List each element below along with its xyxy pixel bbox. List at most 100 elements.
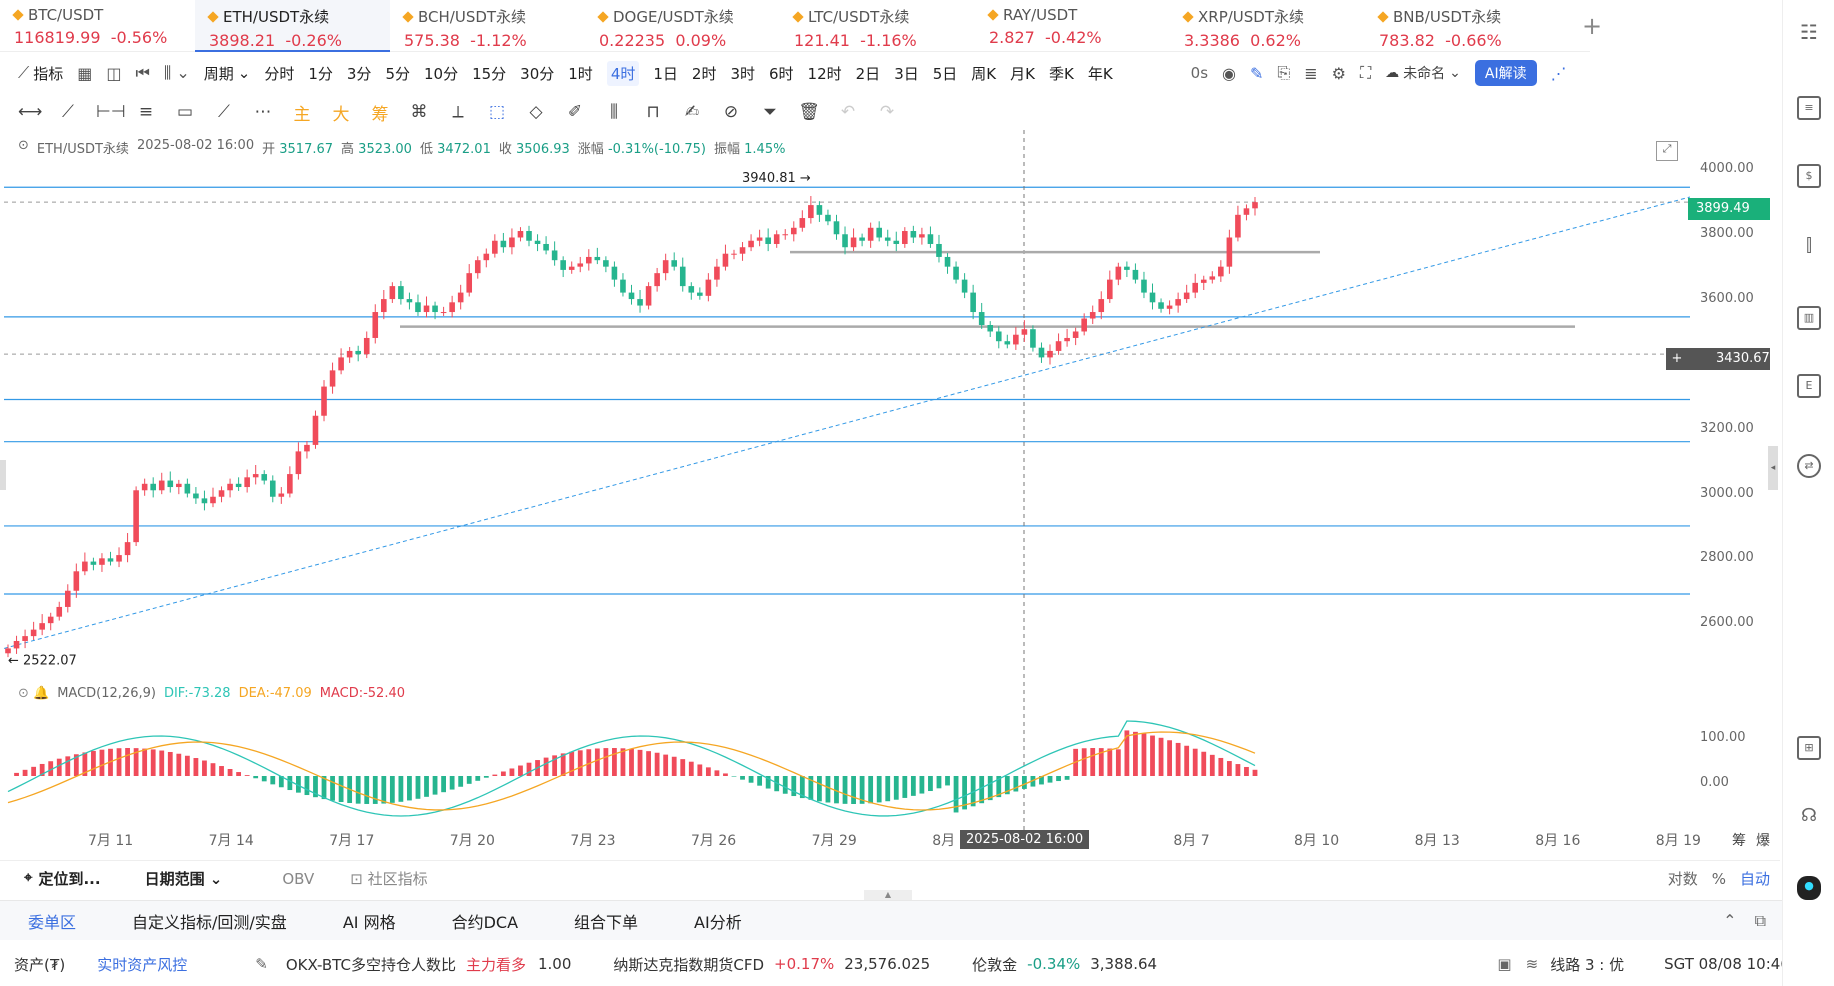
chip-axis-label[interactable]: 筹 <box>1732 833 1746 849</box>
chart-type-icon[interactable]: ⫼ ⌄ <box>163 63 190 82</box>
assets-label[interactable]: 资产(₮) <box>14 955 66 974</box>
camera-icon[interactable]: ◉ <box>1222 63 1236 83</box>
popout-icon[interactable]: ⧉ <box>1754 910 1766 930</box>
tab-combo-order[interactable]: 组合下单 <box>574 912 639 932</box>
interval-3分[interactable]: 3分 <box>346 64 372 83</box>
notes-icon[interactable]: ≡ <box>1797 96 1821 120</box>
ticker-tab[interactable]: ETH/USDT永续 3898.21 -0.26% <box>195 0 390 52</box>
tab-orders[interactable]: 委单区 <box>28 912 77 932</box>
ticker-tab[interactable]: DOGE/USDT永续 0.22235 0.09% <box>585 0 780 52</box>
ruler-icon[interactable]: ⟂ <box>452 102 464 122</box>
interval-年K[interactable]: 年K <box>1087 64 1113 83</box>
interval-2日[interactable]: 2日 <box>855 64 881 83</box>
goto-button[interactable]: ⌖ 定位到... <box>24 868 101 889</box>
indicators-button[interactable]: ⟋ 指标 <box>18 63 63 84</box>
channel-icon[interactable]: ≡ <box>138 102 154 122</box>
log-scale-toggle[interactable]: 对数 <box>1667 870 1698 888</box>
interval-12时[interactable]: 12时 <box>807 64 842 83</box>
robot-icon[interactable]: ● <box>1797 876 1821 900</box>
interval-周K[interactable]: 周K <box>971 64 997 83</box>
obv-button[interactable]: OBV <box>282 869 315 888</box>
ai-analysis-button[interactable]: AI解读 <box>1474 60 1537 86</box>
interval-季K[interactable]: 季K <box>1048 64 1074 83</box>
edit-icon[interactable]: ✍ <box>684 102 700 122</box>
range-icon[interactable]: ⊢⊣ <box>96 102 126 122</box>
support-icon[interactable]: ☊ <box>1801 805 1817 826</box>
maximize-icon[interactable]: ⤢ <box>1656 141 1678 161</box>
lock-icon[interactable]: ⊓ <box>646 102 660 122</box>
right-collapse-handle[interactable]: ◂ <box>1768 446 1778 490</box>
eraser-icon[interactable]: ◇ <box>529 102 543 122</box>
ticker-tab[interactable]: LTC/USDT永续 121.41 -1.16% <box>780 0 975 52</box>
panel-toggle-icon[interactable]: ▲ <box>864 890 912 900</box>
share-icon[interactable]: ⋰ <box>1550 63 1567 83</box>
left-collapse-handle[interactable] <box>0 460 6 490</box>
interval-2时[interactable]: 2时 <box>691 64 717 83</box>
add-tab-icon[interactable]: + <box>1582 12 1603 40</box>
window-icon[interactable]: ⊞ <box>1797 736 1821 760</box>
replay-icon[interactable]: ⏮ <box>135 63 150 82</box>
date-range-dropdown[interactable]: 日期范围 ⌄ <box>144 870 223 888</box>
community-indicators-button[interactable]: ⊡ 社区指标 <box>350 870 428 888</box>
calendar-icon[interactable]: ▦ <box>77 63 93 83</box>
etf-icon[interactable]: E <box>1797 374 1821 398</box>
interval-1时[interactable]: 1时 <box>568 64 593 83</box>
interval-1分[interactable]: 1分 <box>308 64 333 83</box>
ticker-tab[interactable]: XRP/USDT永续 3.3386 0.62% <box>1170 0 1365 52</box>
brush-icon[interactable]: ⟋ <box>218 102 230 122</box>
highlighter-icon[interactable]: ✐ <box>567 102 583 122</box>
big-order-tool[interactable]: 大 <box>332 104 350 125</box>
template-icon[interactable]: ⎘ <box>1277 63 1291 82</box>
interval-3日[interactable]: 3日 <box>894 64 919 83</box>
rectangle-icon[interactable]: ▭ <box>176 102 194 122</box>
trash-icon[interactable]: 🗑 <box>798 102 820 122</box>
magnet-icon[interactable]: ⌘ <box>410 102 428 122</box>
undo-icon[interactable]: ↶ <box>840 102 856 122</box>
pencil-icon[interactable]: ✎ <box>1249 63 1264 83</box>
liq-axis-label[interactable]: 爆 <box>1756 833 1770 849</box>
period-dropdown[interactable]: 周期 ⌄ <box>204 63 251 84</box>
trend-line-icon[interactable]: ⟋ <box>62 102 74 122</box>
tab-ai-grid[interactable]: AI 网格 <box>342 912 396 932</box>
interval-4时[interactable]: 4时 <box>606 60 640 86</box>
select-icon[interactable]: ⬚ <box>488 102 506 122</box>
ticker-tab[interactable]: BNB/USDT永续 783.82 -0.66% <box>1365 0 1560 52</box>
fullscreen-icon[interactable]: ⛶ <box>1359 63 1372 82</box>
interval-5日[interactable]: 5日 <box>932 64 958 83</box>
auto-scale-toggle[interactable]: 自动 <box>1739 870 1770 888</box>
help-icon[interactable]: ▣ <box>1497 955 1512 973</box>
tab-ai-analysis[interactable]: AI分析 <box>694 912 742 932</box>
interval-5分[interactable]: 5分 <box>385 64 410 83</box>
ticker-tab[interactable]: RAY/USDT 2.827 -0.42% <box>975 0 1170 52</box>
dollar-icon[interactable]: $ <box>1797 164 1821 188</box>
add-alert-icon[interactable]: + <box>1666 348 1688 370</box>
interval-10分[interactable]: 10分 <box>423 64 459 83</box>
main-force-tool[interactable]: 主 <box>293 104 311 125</box>
link-icon[interactable]: ⊘ <box>723 102 739 122</box>
interval-月K[interactable]: 月K <box>1010 64 1035 83</box>
stats-icon[interactable]: ⫿ <box>1806 235 1812 256</box>
risk-control-link[interactable]: 实时资产风控 <box>97 955 188 974</box>
filter-icon[interactable]: ⏷ <box>763 102 777 122</box>
settings-icon[interactable]: ⚙ <box>1331 63 1346 83</box>
bell-icon[interactable]: ⊙ 🔔 <box>18 686 50 701</box>
bar-chart-icon[interactable]: ▥ <box>1797 306 1821 330</box>
interval-15分[interactable]: 15分 <box>472 64 507 83</box>
interval-分时[interactable]: 分时 <box>264 64 295 83</box>
ticker-tab[interactable]: BCH/USDT永续 575.38 -1.12% <box>390 0 585 52</box>
line-status[interactable]: 线路 3 : 优 <box>1550 955 1625 974</box>
layout-name-dropdown[interactable]: ☁ 未命名 ⌄ <box>1385 65 1461 82</box>
list-icon[interactable]: ≣ <box>1304 63 1318 83</box>
chip-tool[interactable]: 筹 <box>371 104 389 125</box>
tab-dca[interactable]: 合约DCA <box>451 912 519 932</box>
candlestick-chart[interactable]: 3940.81 → ← 2522.07 <box>0 130 1690 830</box>
edit-ticker-icon[interactable]: ✎ <box>255 955 268 973</box>
collapse-panel-icon[interactable]: ⌃ <box>1723 911 1737 930</box>
interval-30分[interactable]: 30分 <box>520 64 555 83</box>
interval-3时[interactable]: 3时 <box>730 64 755 83</box>
tab-custom-indicators[interactable]: 自定义指标/回测/实盘 <box>132 912 287 932</box>
collapse-icon[interactable]: ⊙ <box>18 138 29 153</box>
redo-icon[interactable]: ↷ <box>879 102 895 122</box>
layout-icon[interactable]: ◫ <box>106 63 122 83</box>
candles-icon[interactable]: ⫼ <box>610 102 618 122</box>
